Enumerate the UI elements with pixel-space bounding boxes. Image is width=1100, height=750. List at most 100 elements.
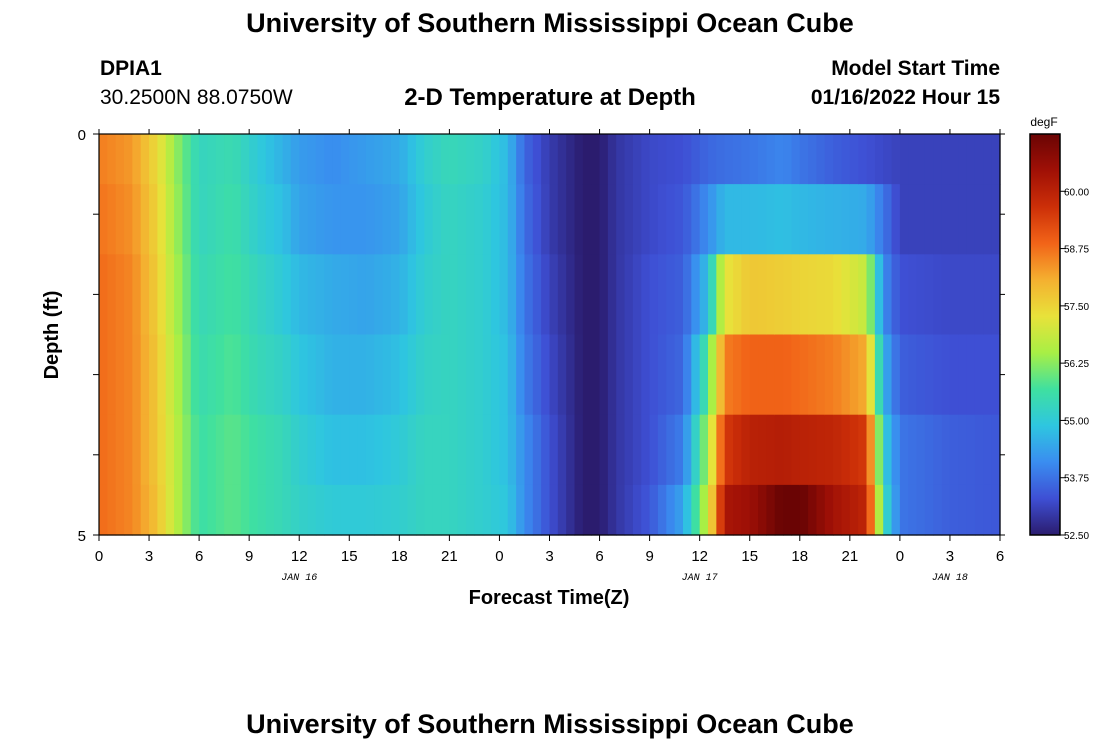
heat-cell [115, 484, 125, 536]
heat-cell [557, 184, 567, 255]
heat-cell [374, 254, 384, 336]
heat-cell [883, 484, 893, 536]
heat-cell [724, 334, 734, 416]
heat-cell [274, 334, 284, 416]
heat-cell [207, 414, 217, 486]
heat-cell [874, 414, 884, 486]
heat-cell [349, 334, 359, 416]
heat-cell [240, 134, 250, 185]
heat-cell [340, 334, 350, 416]
heat-cell [899, 184, 909, 255]
heat-cell [607, 254, 617, 336]
heat-cell [774, 254, 784, 336]
heat-cell [716, 134, 726, 185]
heat-cell [849, 254, 859, 336]
heat-cell [599, 414, 609, 486]
heat-cell [449, 184, 459, 255]
heat-cell [649, 334, 659, 416]
heat-cell [474, 254, 484, 336]
heat-cell [390, 254, 400, 336]
heat-cell [908, 484, 918, 536]
heat-cell [441, 484, 450, 536]
heat-cell [908, 414, 918, 486]
heat-cell [541, 414, 551, 486]
heat-cell [766, 484, 776, 536]
heat-cell [783, 134, 793, 185]
heat-cell [232, 254, 242, 336]
heat-cell [340, 134, 350, 185]
heat-cell [499, 334, 509, 416]
heat-cell [607, 184, 617, 255]
heat-cell [774, 484, 784, 536]
heat-cell [691, 134, 701, 185]
heat-cell [549, 334, 559, 416]
heat-cell [674, 484, 684, 536]
x-axis-label: Forecast Time(Z) [469, 587, 630, 609]
heat-cell [424, 254, 434, 336]
heat-cell [349, 254, 359, 336]
heat-cell [332, 414, 342, 486]
heat-cell [232, 334, 242, 416]
heat-cell [541, 134, 551, 185]
heat-cell [157, 484, 167, 536]
heat-cell [641, 334, 651, 416]
heat-cell [416, 184, 425, 255]
heat-cell [866, 134, 876, 185]
heat-cell [224, 184, 234, 255]
heat-cell [174, 184, 184, 255]
heat-cell [966, 484, 976, 536]
heat-cell [891, 334, 901, 416]
heat-cell [99, 414, 108, 486]
heat-cell [791, 334, 801, 416]
heat-cell [966, 184, 976, 255]
heat-cell [741, 134, 751, 185]
heat-cell [841, 414, 851, 486]
heat-cell [124, 254, 133, 336]
heat-cell [549, 254, 559, 336]
heat-cell [165, 254, 175, 336]
heat-cell [791, 184, 801, 255]
heat-cell [724, 414, 734, 486]
colorbar-ticks: 60.00 58.75 57.50 56.25 55.00 53.75 52.50 [1060, 187, 1089, 542]
heat-cell [182, 254, 192, 336]
heat-cell [866, 184, 876, 255]
heat-cell [891, 134, 901, 185]
heat-cell [766, 184, 776, 255]
heat-cell [249, 414, 259, 486]
heat-cell [357, 254, 367, 336]
heat-cell [532, 254, 542, 336]
heat-cell [616, 484, 626, 536]
heat-cell [265, 254, 275, 336]
heat-cell [624, 254, 634, 336]
heat-cell [215, 184, 225, 255]
heat-cell [99, 484, 108, 536]
heat-cell [949, 184, 959, 255]
heat-cell [474, 334, 484, 416]
heat-cell [282, 414, 292, 486]
heat-cell [524, 484, 534, 536]
heat-cell [257, 414, 267, 486]
heat-cell [582, 484, 592, 536]
heat-cell [541, 184, 551, 255]
x-tick-label: 9 [245, 548, 253, 565]
heat-cell [974, 254, 984, 336]
heat-cell [657, 184, 667, 255]
heat-cell [941, 134, 951, 185]
heat-cell [416, 484, 425, 536]
heat-cell [591, 484, 601, 536]
heat-cell [215, 484, 225, 536]
heat-cell [724, 254, 734, 336]
heat-cell [682, 484, 692, 536]
heat-cell [390, 184, 400, 255]
heat-cell [157, 414, 167, 486]
heat-cell [149, 134, 158, 185]
heat-cell [132, 184, 142, 255]
heat-cell [382, 414, 392, 486]
heat-cell [99, 334, 108, 416]
heat-cell [140, 414, 150, 486]
heat-cell [958, 484, 968, 536]
heat-cell [424, 184, 434, 255]
heatmap-chart: 0 3 6 9 12 15 18 21 0 3 6 9 12 15 18 21 0 3 6 JAN 16 JAN 17… [41, 115, 1089, 609]
heat-cell [340, 184, 350, 255]
heat-cell [632, 184, 642, 255]
